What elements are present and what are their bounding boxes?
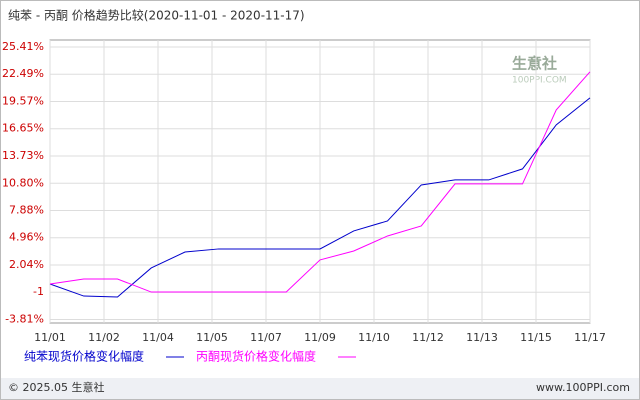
y-tick-label: 4.96% [9, 231, 44, 244]
y-tick-label: 10.80% [2, 176, 44, 189]
x-tick-label: 11/12 [412, 331, 444, 344]
watermark: 生意社 [512, 55, 557, 73]
y-tick-label: -3.81% [5, 313, 44, 326]
y-tick-label: 2.04% [9, 258, 44, 271]
legend-label: 丙酮现货价格变化幅度 [196, 349, 316, 364]
line-series [49, 71, 591, 293]
x-tick-label: 11/02 [88, 331, 120, 344]
x-tick-label: 11/10 [358, 331, 390, 344]
legend-label: 纯苯现货价格变化幅度 [24, 349, 144, 364]
x-tick-label: 11/17 [574, 331, 606, 344]
x-tick-label: 11/15 [520, 331, 552, 344]
footer-band [1, 378, 639, 399]
y-tick-label: -1 [33, 285, 44, 298]
y-tick-label: 25.41% [2, 40, 44, 53]
line-series [49, 97, 591, 298]
footer-url: www.100PPI.com [536, 381, 630, 394]
x-tick-label: 11/05 [196, 331, 228, 344]
watermark-site: 100PPI.COM [512, 76, 567, 86]
chart-title: 纯苯 - 丙酮 价格趋势比较(2020-11-01 - 2020-11-17) [8, 8, 305, 23]
x-tick-label: 11/07 [250, 331, 282, 344]
footer-copyright: © 2025.05 生意社 [8, 380, 104, 394]
x-tick-label: 11/13 [466, 331, 498, 344]
y-tick-label: 19.57% [2, 94, 44, 107]
x-tick-label: 11/01 [34, 331, 66, 344]
y-tick-label: 22.49% [2, 67, 44, 80]
y-tick-label: 16.65% [2, 122, 44, 135]
y-tick-label: 7.88% [9, 204, 44, 217]
x-tick-label: 11/09 [304, 331, 336, 344]
x-tick-label: 11/04 [142, 331, 174, 344]
y-tick-label: 13.73% [2, 149, 44, 162]
